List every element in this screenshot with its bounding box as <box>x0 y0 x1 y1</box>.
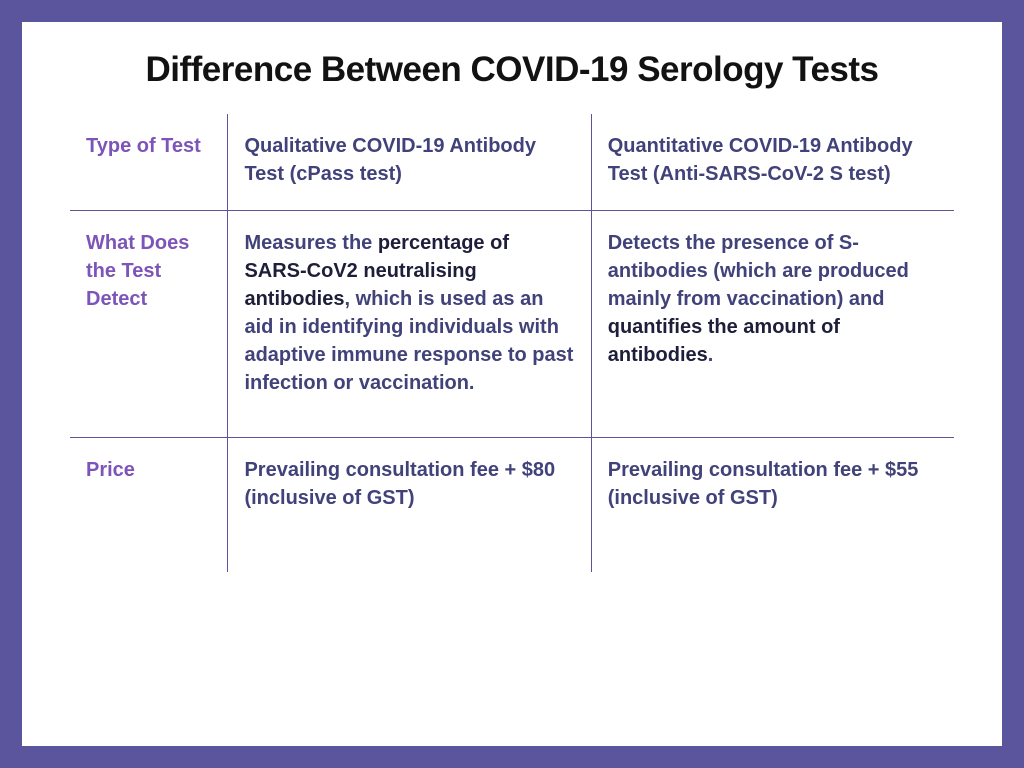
type-col1: Qualitative COVID-19 Antibody Test (cPas… <box>227 114 590 210</box>
row-label-price: Price <box>70 438 227 572</box>
detect-col1-pre: Measures the <box>244 232 377 254</box>
detect-col1: Measures the percentage of SARS-CoV2 neu… <box>227 211 590 437</box>
row-detect: What Does the Test Detect Measures the p… <box>70 211 954 438</box>
detect-col2: Detects the presence of S-antibodies (wh… <box>591 211 954 437</box>
price-col2: Prevailing consultation fee + $55 (inclu… <box>591 438 954 572</box>
detect-col2-bold: quantifies the amount of antibodies <box>608 316 840 366</box>
row-price: Price Prevailing consultation fee + $80 … <box>70 438 954 572</box>
outer-frame: Difference Between COVID-19 Serology Tes… <box>0 0 1024 768</box>
page-title: Difference Between COVID-19 Serology Tes… <box>70 50 954 90</box>
detect-col2-pre: Detects the presence of S-antibodies (wh… <box>608 232 909 310</box>
row-label-type: Type of Test <box>70 114 227 210</box>
type-col2: Quantitative COVID-19 Antibody Test (Ant… <box>591 114 954 210</box>
content-panel: Difference Between COVID-19 Serology Tes… <box>22 22 1002 746</box>
comparison-table: Type of Test Qualitative COVID-19 Antibo… <box>70 114 954 572</box>
detect-col2-post: . <box>708 344 714 366</box>
price-col1: Prevailing consultation fee + $80 (inclu… <box>227 438 590 572</box>
row-label-detect: What Does the Test Detect <box>70 211 227 437</box>
row-type: Type of Test Qualitative COVID-19 Antibo… <box>70 114 954 211</box>
